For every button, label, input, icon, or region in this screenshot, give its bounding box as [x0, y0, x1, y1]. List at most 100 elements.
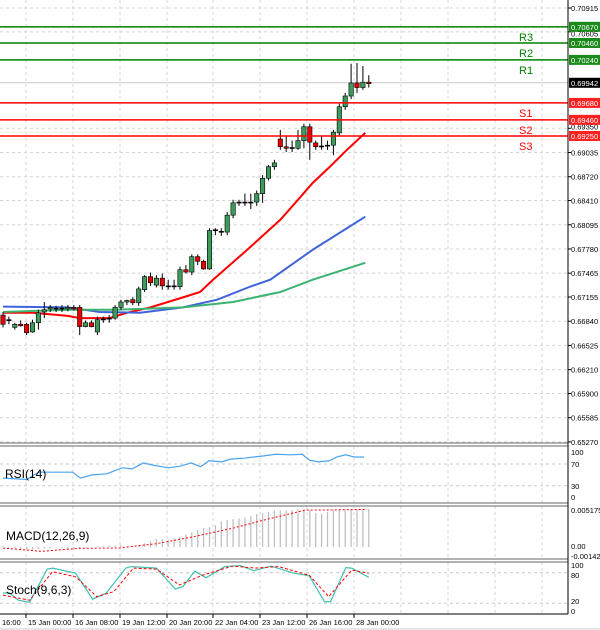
candle-body-bullish	[265, 166, 271, 179]
candle-body-bullish	[12, 323, 18, 328]
candle	[366, 75, 372, 88]
candle	[271, 159, 277, 170]
price-tick-label: 0.70915	[571, 4, 598, 13]
candle-body-bearish	[6, 319, 12, 321]
candle	[100, 316, 106, 323]
candle-body-bullish	[212, 229, 218, 232]
rsi-tick-label: 30	[571, 482, 579, 491]
current-price-box	[569, 77, 600, 88]
time-tick-label: 20 Jan 20:00	[169, 618, 212, 627]
candle-body-bullish	[47, 307, 53, 310]
time-tick-label: 16 Jan 08:00	[75, 618, 118, 627]
candle-body-bearish	[366, 81, 372, 85]
candle-body-bullish	[218, 230, 224, 233]
candle-body-bullish	[301, 126, 307, 141]
candle-body-bearish	[130, 299, 136, 304]
candle-body-bullish	[224, 214, 230, 233]
panel-separator[interactable]	[0, 503, 568, 506]
level-price-label: 0.69250	[571, 132, 598, 141]
level-price-label: 0.69680	[571, 99, 598, 108]
candle	[159, 273, 165, 290]
rsi-title: RSI(14)	[5, 467, 46, 481]
candle	[142, 275, 148, 293]
candle-body-bearish	[89, 322, 95, 327]
stoch-tick-label: 20	[571, 597, 579, 606]
time-tick-label: 23 Jan 12:00	[262, 618, 305, 627]
candle-body-bullish	[94, 319, 100, 333]
candle-body-bullish	[112, 307, 118, 319]
time-tick-label: 15 Jan 00:00	[28, 618, 71, 627]
candle-body-bearish	[319, 145, 325, 148]
candle-body-bullish	[348, 82, 354, 97]
candle	[24, 322, 30, 336]
candle	[112, 305, 118, 320]
candle	[260, 175, 266, 203]
current-price-label: 0.69942	[571, 79, 598, 88]
candle-body-bullish	[360, 81, 366, 88]
grid	[0, 0, 568, 614]
level-name-r2: R2	[519, 48, 533, 60]
candle-body-bullish	[100, 318, 106, 321]
stoch-tick-label: 80	[571, 571, 579, 580]
candle-body-bearish	[324, 144, 330, 147]
level-price-box	[569, 21, 600, 32]
candle	[242, 193, 248, 206]
candle	[106, 315, 112, 323]
panel-separator[interactable]	[0, 559, 568, 562]
candle-body-bearish	[71, 307, 77, 310]
candle	[124, 299, 130, 306]
time-tick-label: 22 Jan 04:00	[215, 618, 258, 627]
candle-body-bearish	[201, 260, 207, 270]
level-name-r1: R1	[519, 65, 533, 77]
time-tick-label: 19 Jan 12:00	[122, 618, 165, 627]
rsi-tick-label: 0	[571, 493, 575, 502]
rsi-tick-label: 70	[571, 460, 579, 469]
price-tick-label: 0.66525	[571, 341, 598, 350]
candle	[171, 279, 177, 290]
candle-body-bearish	[313, 142, 319, 148]
candle	[177, 266, 183, 290]
candle-body-bearish	[183, 269, 189, 273]
level-price-label: 0.70460	[571, 39, 598, 48]
bottom-strip	[0, 628, 600, 630]
main-price-panel: R3 R2 R1 S1 S2 S3	[0, 26, 568, 336]
candle	[59, 305, 65, 312]
candle-body-bearish	[77, 307, 83, 327]
candle-body-bullish	[295, 140, 301, 149]
candle	[360, 66, 366, 90]
candle	[342, 92, 348, 110]
candle-body-bullish	[142, 276, 148, 291]
candle	[65, 305, 71, 312]
stoch-signal-line	[2, 565, 369, 601]
candle	[283, 135, 289, 153]
candle	[89, 320, 95, 328]
candle	[53, 305, 59, 312]
candle	[0, 311, 6, 328]
level-price-box	[569, 97, 600, 108]
candle	[77, 305, 83, 336]
candle-body-bearish	[159, 277, 165, 287]
level-name-r3: R3	[519, 32, 533, 44]
candle-body-bearish	[165, 285, 171, 288]
macd-signal-line	[2, 508, 368, 552]
candle-body-bullish	[342, 95, 348, 108]
candle-body-bullish	[330, 131, 336, 146]
candle-body-bullish	[171, 285, 177, 288]
price-tick-label: 0.68095	[571, 221, 598, 230]
candle	[183, 265, 189, 274]
candle-body-bullish	[118, 301, 124, 308]
candle-body-bearish	[24, 323, 30, 334]
candle	[330, 129, 336, 156]
stochastic-panel	[0, 564, 568, 604]
candle-body-bullish	[41, 309, 47, 313]
price-tick-label: 0.68720	[571, 173, 598, 182]
price-tick-label: 0.65900	[571, 389, 598, 398]
candle	[212, 228, 218, 236]
axes: 0.70915 0.70605 0.69350 0.69035 0.68720 0.684…	[2, 4, 600, 627]
panel-separator[interactable]	[0, 443, 568, 446]
candle	[165, 279, 171, 290]
candle-body-bullish	[230, 202, 236, 216]
candle	[47, 305, 53, 312]
